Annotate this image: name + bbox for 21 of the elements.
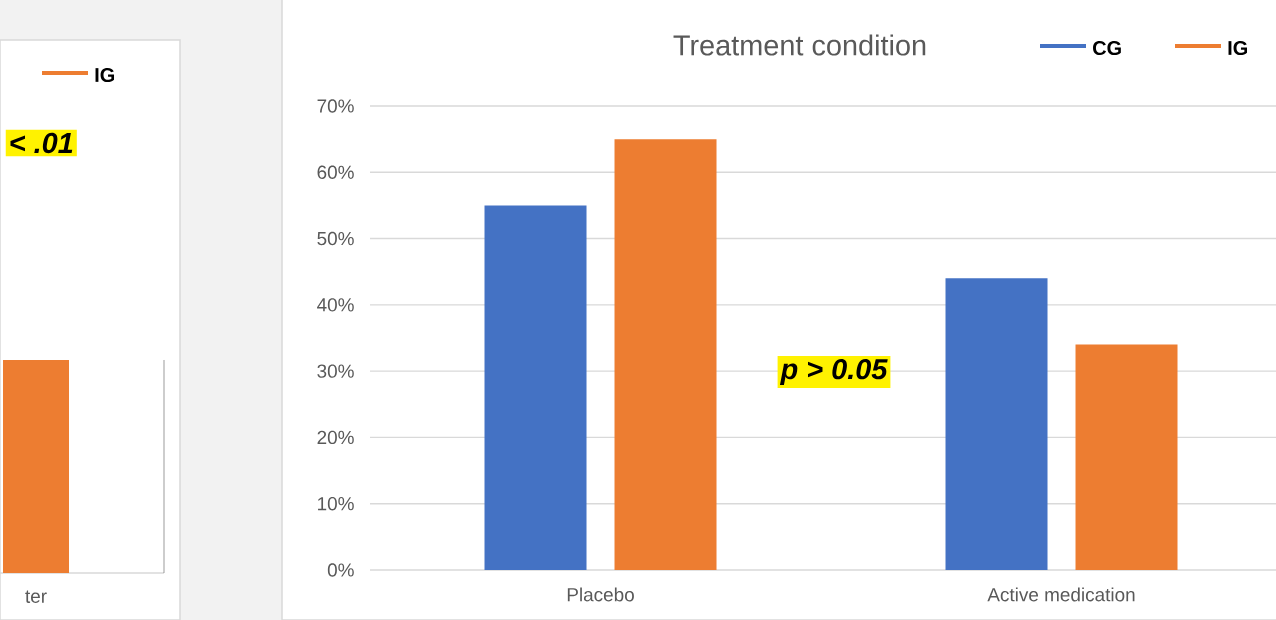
- bar: [1075, 344, 1178, 570]
- y-tick-label: 40%: [317, 298, 354, 312]
- legend-label: IG: [95, 67, 115, 83]
- y-tick-label: 0%: [327, 563, 354, 577]
- y-tick-label: 70%: [317, 99, 354, 113]
- y-tick-label: 20%: [317, 430, 354, 445]
- legend-label: CG: [1093, 40, 1121, 56]
- y-tick-label: 30%: [317, 364, 354, 378]
- bar: [945, 278, 1048, 570]
- y-tick-label: 50%: [317, 231, 354, 246]
- legend-label: IG: [1228, 40, 1248, 56]
- y-tick-label: 10%: [318, 497, 354, 511]
- chart-title: Treatment condition: [673, 34, 926, 56]
- bar: [614, 139, 717, 570]
- x-tick-label: Active medication: [987, 587, 1135, 602]
- annotation: p > 0.05: [779, 358, 888, 386]
- x-tick-label: ter: [25, 590, 47, 603]
- bar: [484, 205, 587, 570]
- text: < .01: [10, 132, 73, 154]
- x-tick-label: Placebo: [567, 587, 634, 602]
- y-tick-label: 60%: [317, 165, 354, 179]
